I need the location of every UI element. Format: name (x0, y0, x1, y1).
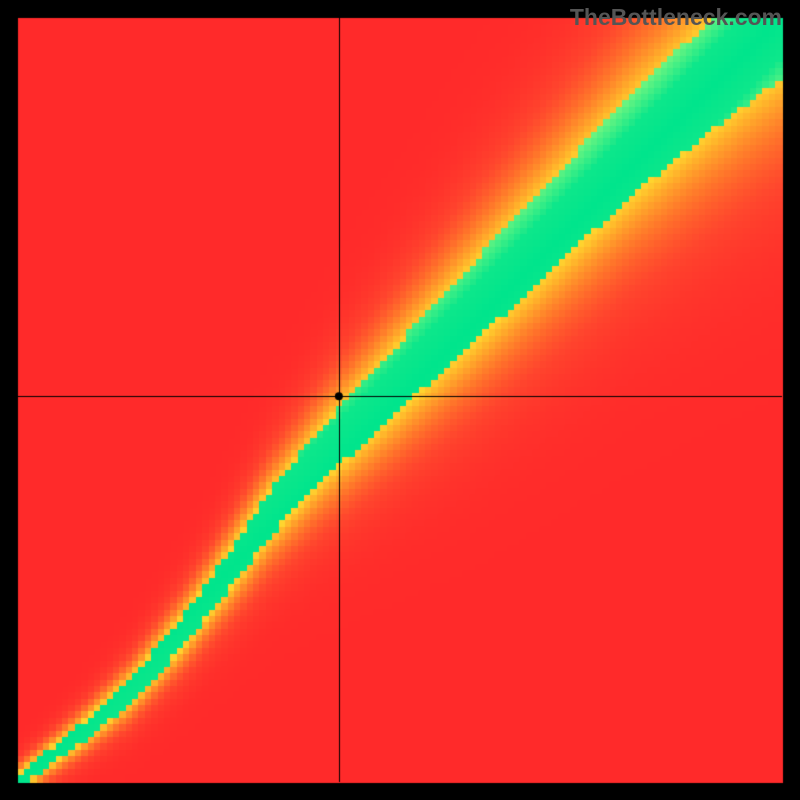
bottleneck-heatmap-canvas (0, 0, 800, 800)
watermark-label: TheBottleneck.com (570, 4, 782, 31)
chart-container: TheBottleneck.com (0, 0, 800, 800)
